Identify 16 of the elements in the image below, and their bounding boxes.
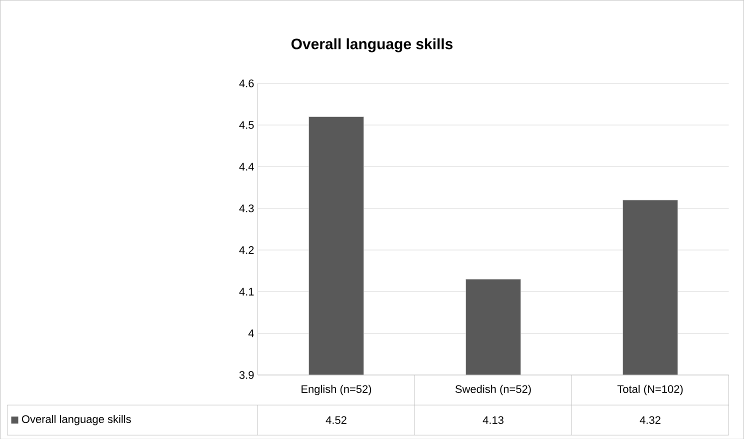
y-tick-label: 4.2 <box>239 246 254 254</box>
y-tick-label: 4 <box>248 329 254 337</box>
x-tick-label: Swedish (n=52) <box>455 384 531 395</box>
y-tick-label: 4.4 <box>239 162 254 170</box>
y-tick-label: 4.1 <box>239 288 254 296</box>
y-tick-label: 4.5 <box>239 121 254 129</box>
data-label: 4.13 <box>482 416 504 424</box>
x-tick-label: English (n=52) <box>302 384 372 395</box>
x-tick-label: Total (N=102) <box>617 384 683 395</box>
y-tick-label: 4.3 <box>239 204 254 212</box>
legend-label: Overall language skills <box>22 414 131 426</box>
data-label: 4.52 <box>326 416 346 424</box>
data-label: 4.32 <box>640 416 660 424</box>
y-tick-label: 4.6 <box>239 79 254 88</box>
chart-title: Overall language skills <box>291 38 453 52</box>
y-tick-label: 3.9 <box>239 370 254 379</box>
